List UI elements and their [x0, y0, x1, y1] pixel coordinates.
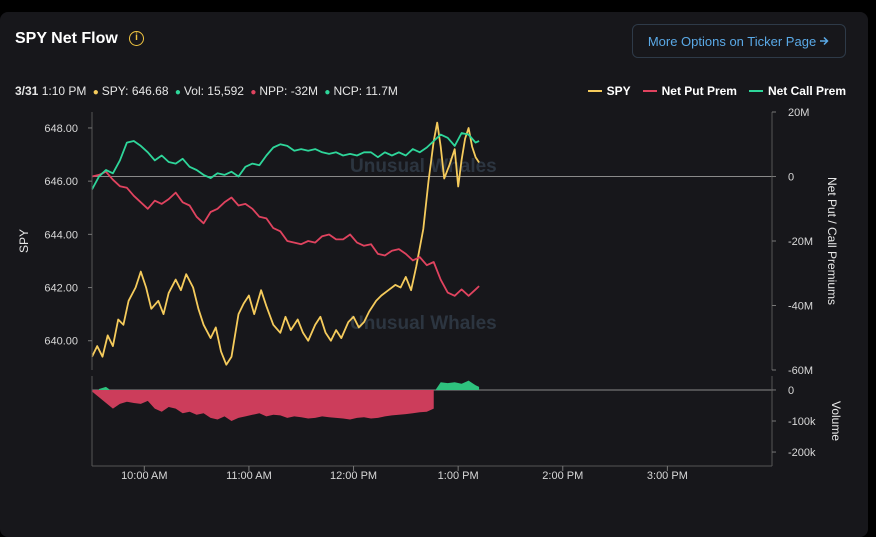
- legend-item-net-put[interactable]: Net Put Prem: [642, 84, 737, 98]
- npp-dot-icon: ●: [250, 87, 257, 98]
- legend-label: Net Put Prem: [661, 84, 737, 98]
- volume-area-negative: [92, 389, 434, 421]
- y-left-title: SPY: [17, 229, 31, 253]
- stat-vol: Vol: 15,592: [183, 84, 244, 98]
- y-right-tick-label: -40M: [788, 301, 813, 313]
- legend-item-net-call[interactable]: Net Call Prem: [748, 84, 846, 98]
- net-put-prem-line: [91, 170, 480, 297]
- more-options-label: More Options on Ticker Page: [647, 33, 817, 49]
- y-right-title: Net Put / Call Premiums: [825, 177, 839, 305]
- y-volume-tick-label: 0: [788, 385, 794, 397]
- legend-label: SPY: [606, 84, 631, 98]
- stat-date: 3/31: [15, 84, 39, 98]
- x-tick-label: 2:00 PM: [542, 470, 583, 482]
- info-icon[interactable]: i: [129, 31, 144, 46]
- x-tick-label: 11:00 AM: [226, 470, 272, 482]
- y-volume-title: Volume: [829, 401, 843, 441]
- x-tick-label: 10:00 AM: [121, 470, 167, 482]
- y-volume-tick-label: -100k: [788, 416, 816, 428]
- legend-swatch: [642, 90, 657, 92]
- y-right-tick-label: -60M: [788, 365, 813, 377]
- watermark: Unusual Whales: [350, 156, 497, 177]
- vol-dot-icon: ●: [174, 87, 181, 98]
- chart-card: [0, 12, 868, 537]
- spy-dot-icon: ●: [92, 87, 99, 98]
- legend-swatch: [748, 90, 763, 92]
- legend-item-spy[interactable]: SPY: [587, 84, 631, 98]
- page-title: SPY Net Flow: [15, 30, 118, 47]
- y-right-tick-label: -20M: [788, 236, 813, 248]
- y-left-tick-label: 646.00: [44, 176, 78, 188]
- watermark: Unusual Whales: [350, 313, 497, 334]
- x-tick-label: 3:00 PM: [647, 470, 688, 482]
- y-right-tick-label: 0: [788, 172, 794, 184]
- legend-swatch: [587, 90, 602, 92]
- y-left-tick-label: 640.00: [44, 336, 78, 348]
- y-volume-tick-label: -200k: [788, 447, 816, 459]
- stat-spy: SPY: 646.68: [101, 84, 169, 98]
- stat-npp: NPP: -32M: [259, 84, 319, 98]
- more-options-button[interactable]: More Options on Ticker Page: [632, 24, 846, 58]
- y-left-tick-label: 642.00: [44, 283, 78, 295]
- y-left-tick-label: 648.00: [44, 123, 78, 135]
- net-call-prem-line: [91, 132, 480, 190]
- volume-area-positive-early: [98, 386, 110, 390]
- ncp-dot-icon: ●: [324, 87, 331, 98]
- x-tick-label: 12:00 PM: [330, 470, 377, 482]
- arrow-right-icon: [820, 36, 829, 46]
- volume-area-positive: [435, 380, 480, 390]
- stats-bar: 3/31 1:10 PM ● SPY: 646.68 ● Vol: 15,592 ●…: [15, 84, 398, 98]
- x-tick-label: 1:00 PM: [438, 470, 479, 482]
- stat-time: 1:10 PM: [41, 84, 87, 98]
- y-right-tick-label: 20M: [788, 107, 809, 119]
- stat-ncp: NCP: 11.7M: [333, 84, 398, 98]
- chart-legend: SPY Net Put Prem Net Call Prem: [587, 84, 846, 98]
- y-left-tick-label: 644.00: [44, 229, 78, 241]
- legend-label: Net Call Prem: [767, 84, 846, 98]
